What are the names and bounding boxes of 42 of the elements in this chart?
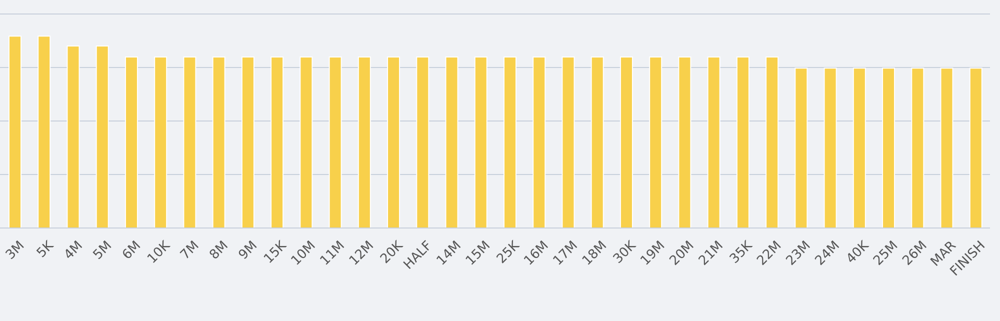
x-tick-label: 8M	[207, 238, 232, 263]
bar	[590, 56, 604, 228]
bar	[474, 56, 488, 228]
bar	[358, 56, 371, 228]
bar	[387, 56, 400, 228]
bar	[562, 56, 575, 228]
x-tick-label: 5K	[34, 238, 58, 261]
bar	[212, 56, 226, 228]
bar	[300, 56, 313, 228]
x-tick-label: 5M	[90, 238, 115, 263]
bar	[882, 68, 896, 228]
bar	[707, 56, 720, 228]
bar	[504, 56, 516, 228]
bar	[620, 56, 633, 228]
bar	[38, 36, 51, 228]
bar	[911, 68, 924, 228]
bar	[736, 56, 750, 228]
bar	[154, 56, 168, 228]
bar	[241, 56, 254, 228]
bar	[66, 46, 80, 228]
bar	[649, 56, 662, 228]
bar	[794, 68, 808, 228]
bar	[678, 56, 692, 228]
bar	[8, 36, 22, 228]
x-tick-label: 3M	[3, 238, 28, 263]
x-tick-label: 4M	[61, 238, 86, 263]
bar	[532, 56, 546, 228]
x-tick-label: 6M	[120, 238, 144, 263]
bar	[940, 68, 954, 228]
bar	[96, 46, 109, 228]
bar	[824, 68, 837, 228]
bar	[766, 56, 779, 228]
bar	[969, 68, 982, 228]
bar	[852, 68, 866, 228]
bar	[445, 56, 458, 228]
x-tick-label: 7M	[178, 238, 202, 263]
bar	[416, 56, 430, 228]
bar	[124, 56, 138, 228]
x-tick-label: 9M	[236, 238, 261, 263]
bar	[270, 56, 284, 228]
bar	[328, 56, 342, 228]
bar	[183, 56, 196, 228]
